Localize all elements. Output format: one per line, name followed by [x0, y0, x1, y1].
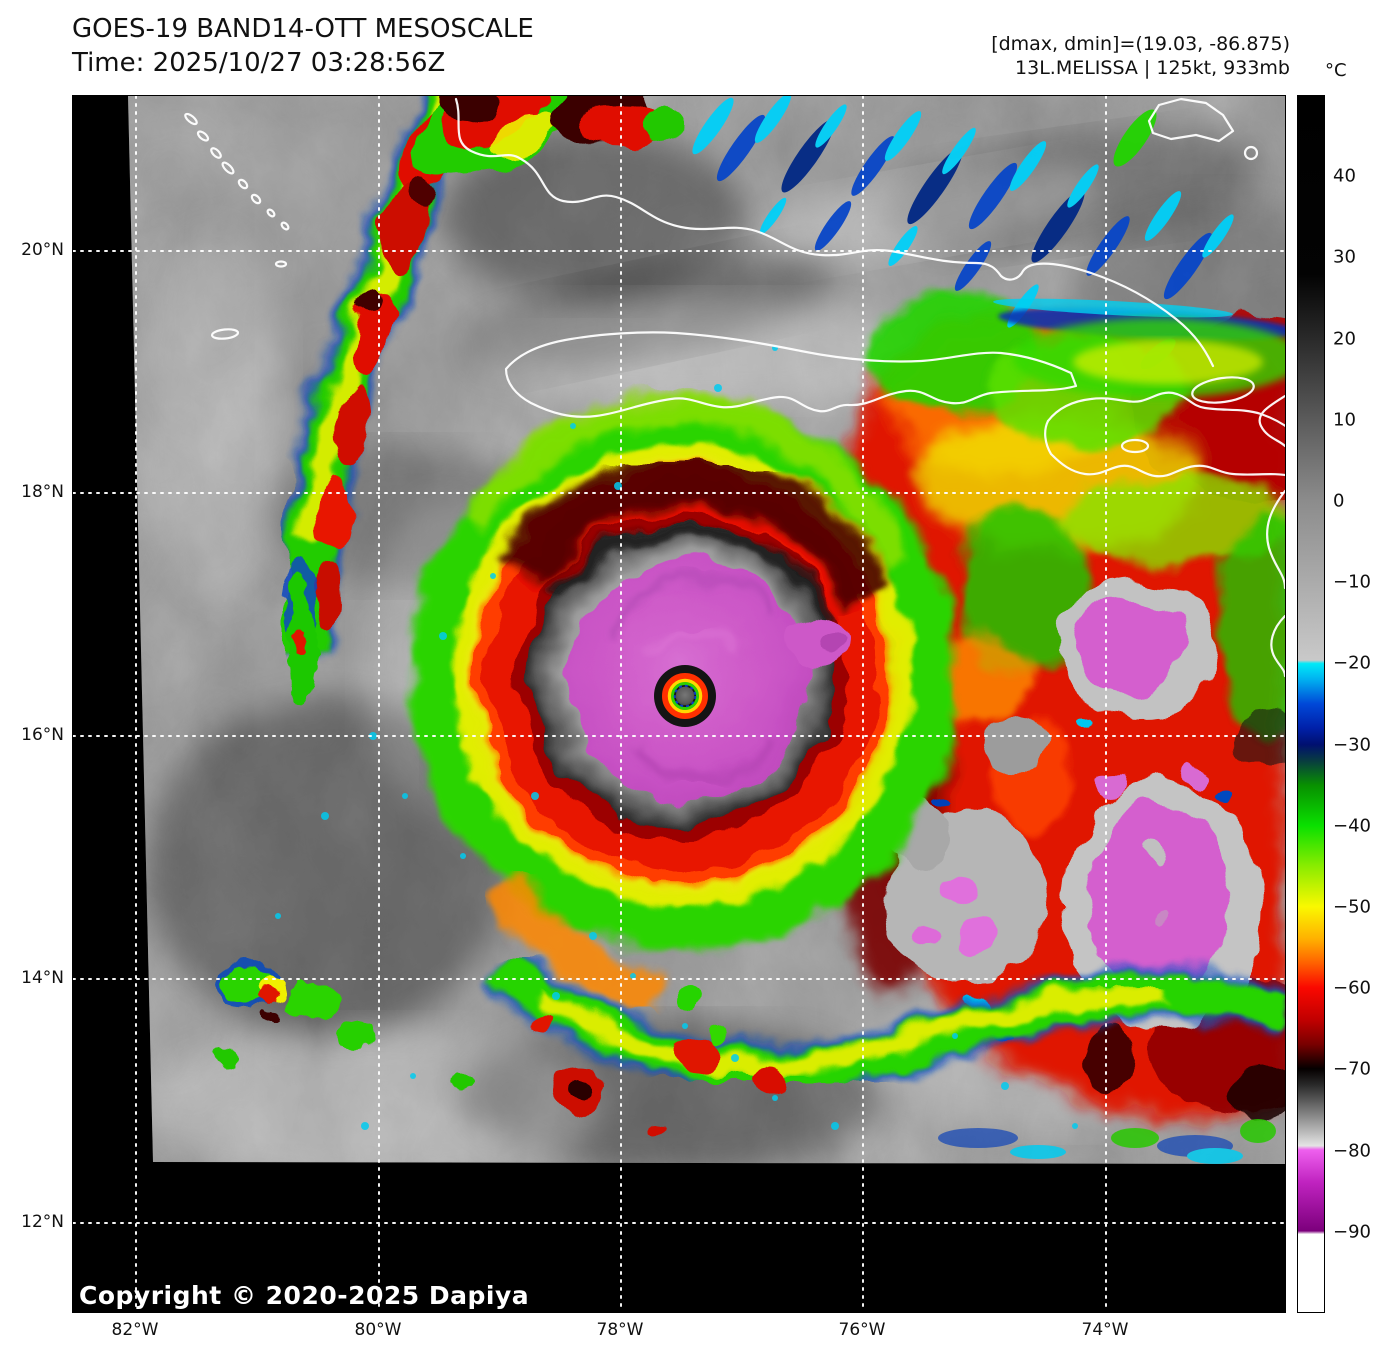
colorbar-tick: −90: [1333, 1221, 1371, 1242]
lat-label: 12°N: [0, 1212, 64, 1232]
goes-satellite-view: GOES-19 BAND14-OTT MESOSCALE Time: 2025/…: [0, 0, 1390, 1359]
map-area: Copyright © 2020-2025 Dapiya: [72, 95, 1286, 1313]
scan-region: [105, 96, 1285, 1308]
lon-label: 80°W: [355, 1320, 402, 1340]
colorbar-tick: 10: [1333, 409, 1356, 430]
timestamp: Time: 2025/10/27 03:28:56Z: [72, 46, 534, 80]
page-title: GOES-19 BAND14-OTT MESOSCALE: [72, 12, 534, 46]
title-block: GOES-19 BAND14-OTT MESOSCALE Time: 2025/…: [72, 12, 534, 80]
colorbar-tick: 40: [1333, 166, 1356, 187]
colorbar-tick: −60: [1333, 978, 1371, 999]
lon-label: 82°W: [112, 1320, 159, 1340]
range-info: [dmax, dmin]=(19.03, -86.875): [991, 32, 1290, 56]
storm-info: 13L.MELISSA | 125kt, 933mb: [991, 56, 1290, 80]
info-block: [dmax, dmin]=(19.03, -86.875) 13L.MELISS…: [991, 32, 1290, 80]
lat-label: 20°N: [0, 240, 64, 260]
colorbar-tick: 30: [1333, 247, 1356, 268]
colorbar-tick: −80: [1333, 1140, 1371, 1161]
lat-label: 16°N: [0, 725, 64, 745]
colorbar-tick: 20: [1333, 328, 1356, 349]
copyright-text: Copyright © 2020-2025 Dapiya: [79, 1281, 529, 1310]
colorbar-tick: −30: [1333, 734, 1371, 755]
colorbar-tick: 0: [1333, 491, 1344, 512]
lon-label: 76°W: [839, 1320, 886, 1340]
temperature-colorbar: [1297, 95, 1325, 1313]
lat-label: 14°N: [0, 968, 64, 988]
lon-label: 74°W: [1082, 1320, 1129, 1340]
colorbar-tick: −20: [1333, 653, 1371, 674]
lat-label: 18°N: [0, 482, 64, 502]
colorbar-unit: °C: [1325, 60, 1347, 81]
hurricane-eye: [654, 665, 716, 727]
lon-label: 78°W: [597, 1320, 644, 1340]
colorbar-tick: −10: [1333, 572, 1371, 593]
colorbar-tick: −70: [1333, 1059, 1371, 1080]
satellite-image: [73, 96, 1285, 1312]
colorbar-tick: −50: [1333, 897, 1371, 918]
colorbar-tick: −40: [1333, 815, 1371, 836]
